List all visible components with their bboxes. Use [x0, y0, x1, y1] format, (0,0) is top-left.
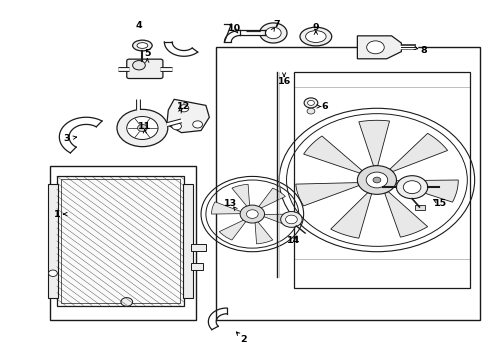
Bar: [415, 205, 425, 211]
Polygon shape: [396, 180, 458, 202]
Text: 11: 11: [138, 122, 151, 131]
Circle shape: [396, 176, 428, 199]
FancyBboxPatch shape: [127, 59, 163, 78]
Text: 3: 3: [63, 134, 70, 143]
Polygon shape: [219, 220, 246, 240]
Circle shape: [49, 270, 57, 276]
Circle shape: [403, 181, 421, 194]
Text: 12: 12: [177, 102, 191, 111]
Text: 2: 2: [241, 335, 247, 344]
Circle shape: [304, 98, 318, 108]
Circle shape: [308, 100, 315, 105]
Circle shape: [357, 166, 396, 194]
Bar: [191, 244, 206, 251]
Text: 6: 6: [321, 102, 328, 111]
Text: 10: 10: [228, 24, 241, 33]
Circle shape: [307, 108, 315, 114]
Polygon shape: [167, 99, 209, 133]
Circle shape: [260, 23, 287, 43]
Circle shape: [193, 121, 202, 128]
Polygon shape: [255, 221, 273, 244]
Text: 7: 7: [273, 19, 280, 28]
Text: 8: 8: [420, 46, 427, 55]
Circle shape: [246, 210, 258, 219]
Polygon shape: [357, 36, 401, 59]
Polygon shape: [258, 188, 285, 208]
Text: 16: 16: [277, 77, 291, 86]
Text: 13: 13: [224, 199, 237, 208]
Bar: [48, 184, 58, 298]
Circle shape: [240, 205, 265, 223]
Text: 4: 4: [136, 21, 142, 30]
Polygon shape: [304, 136, 362, 173]
Circle shape: [172, 123, 181, 130]
Polygon shape: [385, 192, 428, 237]
Polygon shape: [390, 133, 448, 171]
Text: 5: 5: [144, 49, 150, 58]
Ellipse shape: [306, 31, 326, 42]
Circle shape: [133, 60, 146, 70]
Polygon shape: [232, 184, 250, 207]
Circle shape: [366, 172, 388, 188]
Polygon shape: [331, 193, 371, 238]
Bar: [61, 179, 180, 303]
Text: 9: 9: [313, 23, 319, 32]
Circle shape: [127, 117, 158, 139]
Bar: [216, 47, 480, 320]
Polygon shape: [212, 202, 242, 214]
Polygon shape: [296, 183, 359, 206]
Ellipse shape: [137, 42, 148, 48]
Circle shape: [121, 298, 133, 306]
Circle shape: [266, 27, 281, 39]
Circle shape: [179, 105, 189, 112]
Circle shape: [138, 125, 147, 132]
Text: 14: 14: [287, 236, 300, 245]
Circle shape: [281, 212, 302, 227]
Circle shape: [373, 177, 381, 183]
Bar: [191, 263, 203, 270]
Circle shape: [286, 215, 297, 224]
Ellipse shape: [133, 40, 152, 51]
Circle shape: [117, 109, 168, 147]
Text: 1: 1: [53, 210, 60, 219]
Bar: [183, 184, 193, 298]
Polygon shape: [359, 120, 390, 166]
Text: 15: 15: [434, 199, 447, 208]
Bar: [57, 176, 184, 306]
Bar: [294, 72, 470, 288]
Polygon shape: [263, 214, 293, 226]
Ellipse shape: [300, 27, 332, 46]
Bar: [49, 166, 196, 320]
Circle shape: [367, 41, 384, 54]
